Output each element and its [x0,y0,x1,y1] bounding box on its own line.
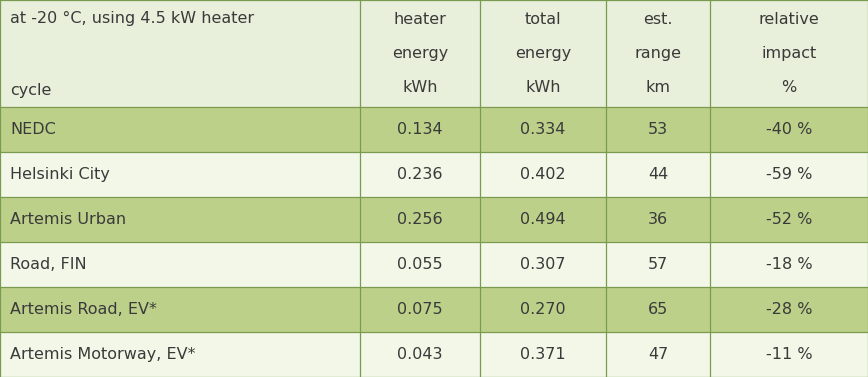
Text: Artemis Motorway, EV*: Artemis Motorway, EV* [10,347,196,362]
Text: 0.402: 0.402 [520,167,566,182]
Text: Road, FIN: Road, FIN [10,257,87,272]
Text: -11 %: -11 % [766,347,812,362]
Text: km: km [646,80,670,95]
Text: total: total [524,12,562,27]
Text: energy: energy [515,46,571,61]
Text: 53: 53 [648,123,668,137]
Text: 0.494: 0.494 [520,212,566,227]
Text: 0.043: 0.043 [398,347,443,362]
Bar [0,152,868,197]
Text: 0.334: 0.334 [520,123,566,137]
Bar [0,0,868,107]
Text: impact: impact [761,46,817,61]
Bar [0,197,868,242]
Text: %: % [781,80,797,95]
Text: range: range [635,46,681,61]
Text: 0.270: 0.270 [520,302,566,317]
Text: 47: 47 [648,347,668,362]
Text: -59 %: -59 % [766,167,812,182]
Bar [0,242,868,287]
Text: 0.256: 0.256 [398,212,443,227]
Text: 44: 44 [648,167,668,182]
Text: -52 %: -52 % [766,212,812,227]
Text: 0.055: 0.055 [398,257,443,272]
Text: 0.371: 0.371 [520,347,566,362]
Bar [0,287,868,332]
Text: energy: energy [392,46,448,61]
Text: 0.134: 0.134 [398,123,443,137]
Text: at -20 °C, using 4.5 kW heater: at -20 °C, using 4.5 kW heater [10,11,254,26]
Text: 0.075: 0.075 [398,302,443,317]
Text: -40 %: -40 % [766,123,812,137]
Text: 36: 36 [648,212,668,227]
Text: Helsinki City: Helsinki City [10,167,110,182]
Text: relative: relative [759,12,819,27]
Text: heater: heater [394,12,446,27]
Text: cycle: cycle [10,83,52,98]
Text: 0.236: 0.236 [398,167,443,182]
Text: 65: 65 [648,302,668,317]
Text: kWh: kWh [525,80,561,95]
Text: 0.307: 0.307 [520,257,566,272]
Text: 57: 57 [648,257,668,272]
Text: kWh: kWh [403,80,437,95]
Text: NEDC: NEDC [10,123,56,137]
Text: Artemis Road, EV*: Artemis Road, EV* [10,302,157,317]
Text: -28 %: -28 % [766,302,812,317]
Text: -18 %: -18 % [766,257,812,272]
Bar [0,332,868,377]
Text: Artemis Urban: Artemis Urban [10,212,127,227]
Bar [0,107,868,152]
Text: est.: est. [643,12,673,27]
